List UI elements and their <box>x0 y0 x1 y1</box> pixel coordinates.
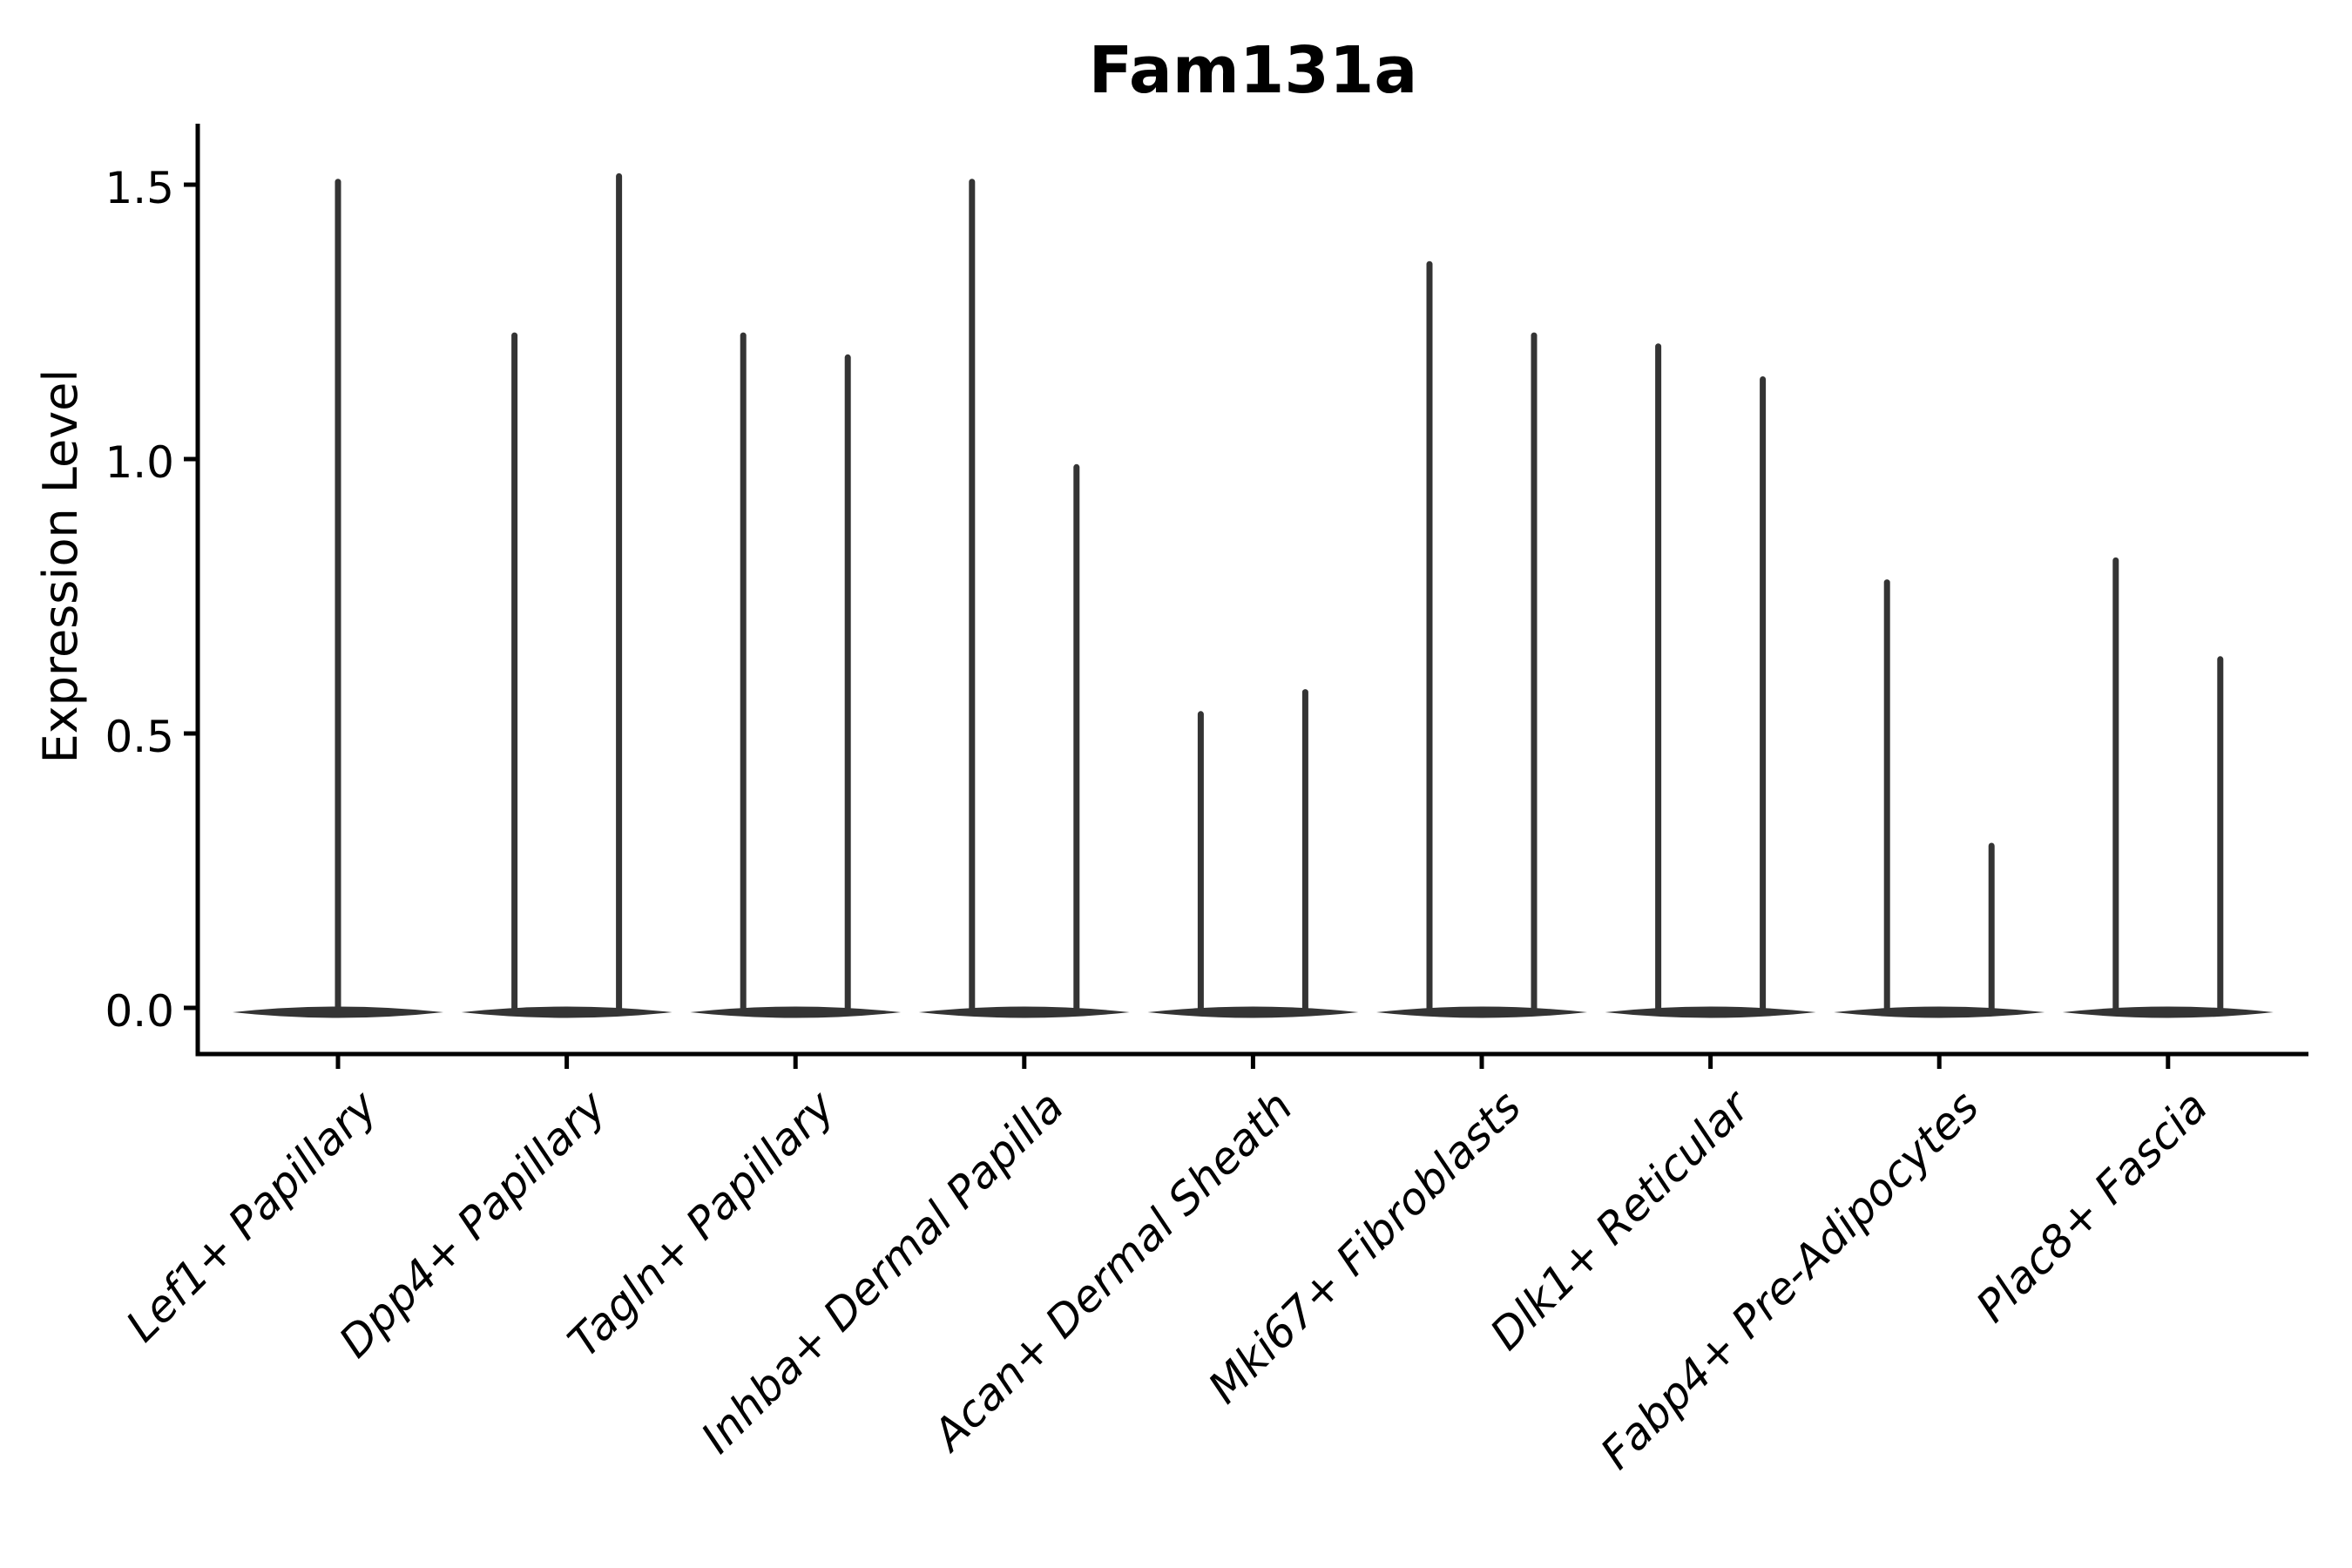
violin-base <box>918 1006 1130 1018</box>
violin-base <box>1605 1006 1816 1018</box>
violin-base <box>1147 1006 1359 1018</box>
chart-title: Fam131a <box>1088 33 1418 108</box>
y-tick-label: 0.5 <box>105 712 174 762</box>
y-tick-label: 1.5 <box>105 163 174 213</box>
violin-base <box>461 1006 672 1018</box>
violin-base <box>2062 1006 2274 1018</box>
y-tick-label: 0.0 <box>105 986 174 1037</box>
y-tick-label: 1.0 <box>105 437 174 488</box>
violin-base <box>690 1006 902 1018</box>
violin-base <box>1834 1006 2045 1018</box>
violin-base <box>1376 1006 1587 1018</box>
